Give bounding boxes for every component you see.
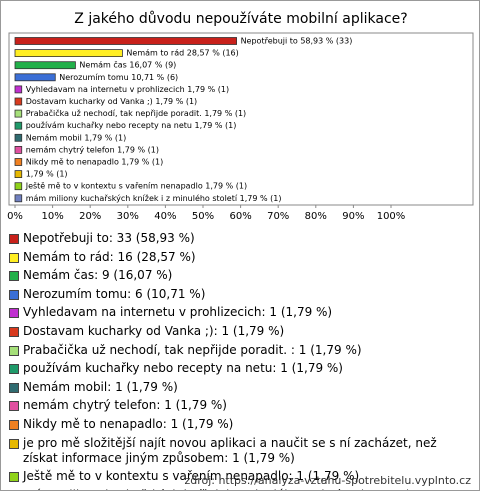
legend-swatch bbox=[9, 382, 19, 393]
legend-item: Nepotřebuji to: 33 (58,93 %) bbox=[9, 231, 473, 246]
legend-swatch bbox=[9, 289, 19, 300]
bar-label: Nemám to rád 28,57 % (16) bbox=[126, 49, 238, 58]
legend-item: Nikdy mě to nenapadlo: 1 (1,79 %) bbox=[9, 417, 473, 432]
legend-label: používám kuchařky nebo recepty na netu: … bbox=[23, 361, 343, 376]
plot-frame bbox=[8, 32, 474, 206]
legend-label: Nemám čas: 9 (16,07 %) bbox=[23, 268, 173, 283]
legend-swatch bbox=[9, 364, 19, 375]
legend-label: mám miliony kuchařských knížek i z minul… bbox=[23, 488, 411, 490]
bar-label: používám kuchařky nebo recepty na netu 1… bbox=[26, 121, 237, 130]
bar-label: Vyhledavam na internetu v prohlizecich 1… bbox=[26, 85, 229, 94]
legend-swatch bbox=[9, 345, 19, 356]
x-tick-label: 90% bbox=[342, 211, 364, 222]
legend-swatch bbox=[9, 401, 19, 412]
legend-label: Nerozumím tomu: 6 (10,71 %) bbox=[23, 286, 206, 301]
bar bbox=[14, 97, 23, 106]
legend-swatch bbox=[9, 326, 19, 337]
legend-label: Nikdy mě to nenapadlo: 1 (1,79 %) bbox=[23, 416, 234, 431]
bar-label: 1,79 % (1) bbox=[26, 170, 68, 179]
bar bbox=[14, 85, 23, 94]
bar-label: Ještě mě to v kontextu s vařením nenapad… bbox=[25, 181, 247, 191]
legend-item: Vyhledavam na internetu v prohlizecich: … bbox=[9, 305, 473, 320]
x-tick-label: 40% bbox=[154, 211, 176, 222]
legend-item: Nemám čas: 9 (16,07 %) bbox=[9, 268, 473, 283]
legend-item: nemám chytrý telefon: 1 (1,79 %) bbox=[9, 398, 473, 413]
x-tick-label: 0% bbox=[7, 211, 23, 222]
legend-swatch bbox=[9, 472, 19, 483]
legend-label: Vyhledavam na internetu v prohlizecich: … bbox=[23, 305, 333, 320]
legend-label: Nepotřebuji to: 33 (58,93 %) bbox=[23, 231, 195, 245]
bar-label: Nemám čas 16,07 % (9) bbox=[79, 60, 176, 70]
legend-swatch bbox=[9, 438, 19, 449]
x-tick-label: 100% bbox=[377, 211, 406, 222]
bar-label: nemám chytrý telefon 1,79 % (1) bbox=[26, 145, 159, 154]
bar bbox=[14, 109, 23, 118]
source: zdroj: https://analyza-vztahu-spotrebite… bbox=[184, 474, 471, 487]
legend-item: mám miliony kuchařských knížek i z minul… bbox=[9, 488, 473, 490]
legend-swatch bbox=[9, 252, 19, 263]
x-tick-label: 80% bbox=[305, 211, 327, 222]
legend-item: je pro mě složitější najít novou aplikac… bbox=[9, 436, 473, 466]
bar bbox=[14, 194, 23, 203]
x-tick-label: 10% bbox=[41, 211, 63, 222]
bar-label: mám miliony kuchařských knížek i z minul… bbox=[26, 193, 282, 203]
bar-label: Prabačička už nechodí, tak nepřijde pora… bbox=[26, 108, 246, 118]
legend-item: Nemám mobil: 1 (1,79 %) bbox=[9, 380, 473, 395]
bar bbox=[14, 49, 123, 57]
x-tick-label: 70% bbox=[267, 211, 289, 222]
chart-title: Z jakého důvodu nepoužíváte mobilní apli… bbox=[74, 11, 407, 27]
legend-swatch bbox=[9, 271, 19, 282]
legend: Nepotřebuji to: 33 (58,93 %) Nemám to rád… bbox=[9, 231, 473, 490]
bar bbox=[14, 133, 23, 142]
legend-item: Nerozumím tomu: 6 (10,71 %) bbox=[9, 287, 473, 302]
bar-label: Nikdy mě to nenapadlo 1,79 % (1) bbox=[26, 158, 164, 167]
x-tick-label: 20% bbox=[79, 211, 101, 222]
bar bbox=[14, 121, 23, 130]
bar bbox=[14, 73, 56, 82]
legend-label: Dostavam kucharky od Vanka ;): 1 (1,79 %… bbox=[23, 323, 285, 338]
legend-swatch bbox=[9, 234, 19, 244]
x-tick-label: 60% bbox=[229, 211, 251, 222]
bar bbox=[14, 158, 23, 166]
bar-label: Dostavam kucharky od Vanka ;) 1,79 % (1) bbox=[26, 97, 197, 106]
legend-item: Prabačička už nechodí, tak nepřijde pora… bbox=[9, 343, 473, 358]
chart: Z jakého důvodu nepoužíváte mobilní apli… bbox=[7, 11, 474, 222]
bar bbox=[14, 182, 23, 191]
legend-item: Dostavam kucharky od Vanka ;): 1 (1,79 %… bbox=[9, 324, 473, 339]
legend-label: Prabačička už nechodí, tak nepřijde pora… bbox=[23, 342, 362, 357]
x-tick-label: 30% bbox=[117, 211, 139, 222]
bar bbox=[14, 145, 23, 154]
legend-swatch bbox=[9, 419, 19, 430]
legend-label: Ještě mě to v kontextu s vařením nenapad… bbox=[23, 469, 360, 484]
bar bbox=[14, 37, 237, 45]
bar bbox=[14, 61, 76, 70]
legend-swatch bbox=[9, 308, 19, 319]
bar-label: Nemám mobil 1,79 % (1) bbox=[26, 133, 127, 142]
legend-item: Ještě mě to v kontextu s vařením nenapad… bbox=[9, 469, 473, 484]
bar-label: Nerozumím tomu 10,71 % (6) bbox=[59, 73, 178, 82]
legend-label: Nemám to rád: 16 (28,57 %) bbox=[23, 249, 196, 264]
legend-label: je pro mě složitější najít novou aplikac… bbox=[23, 435, 437, 465]
legend-item: Nemám to rád: 16 (28,57 %) bbox=[9, 250, 473, 265]
bar-label: Nepotřebuji to 58,93 % (33) bbox=[241, 37, 353, 46]
legend-item: používám kuchařky nebo recepty na netu: … bbox=[9, 361, 473, 376]
bar bbox=[14, 170, 23, 179]
legend-label: nemám chytrý telefon: 1 (1,79 %) bbox=[23, 398, 227, 413]
x-tick-label: 50% bbox=[192, 211, 214, 222]
legend-label: Nemám mobil: 1 (1,79 %) bbox=[23, 379, 178, 394]
